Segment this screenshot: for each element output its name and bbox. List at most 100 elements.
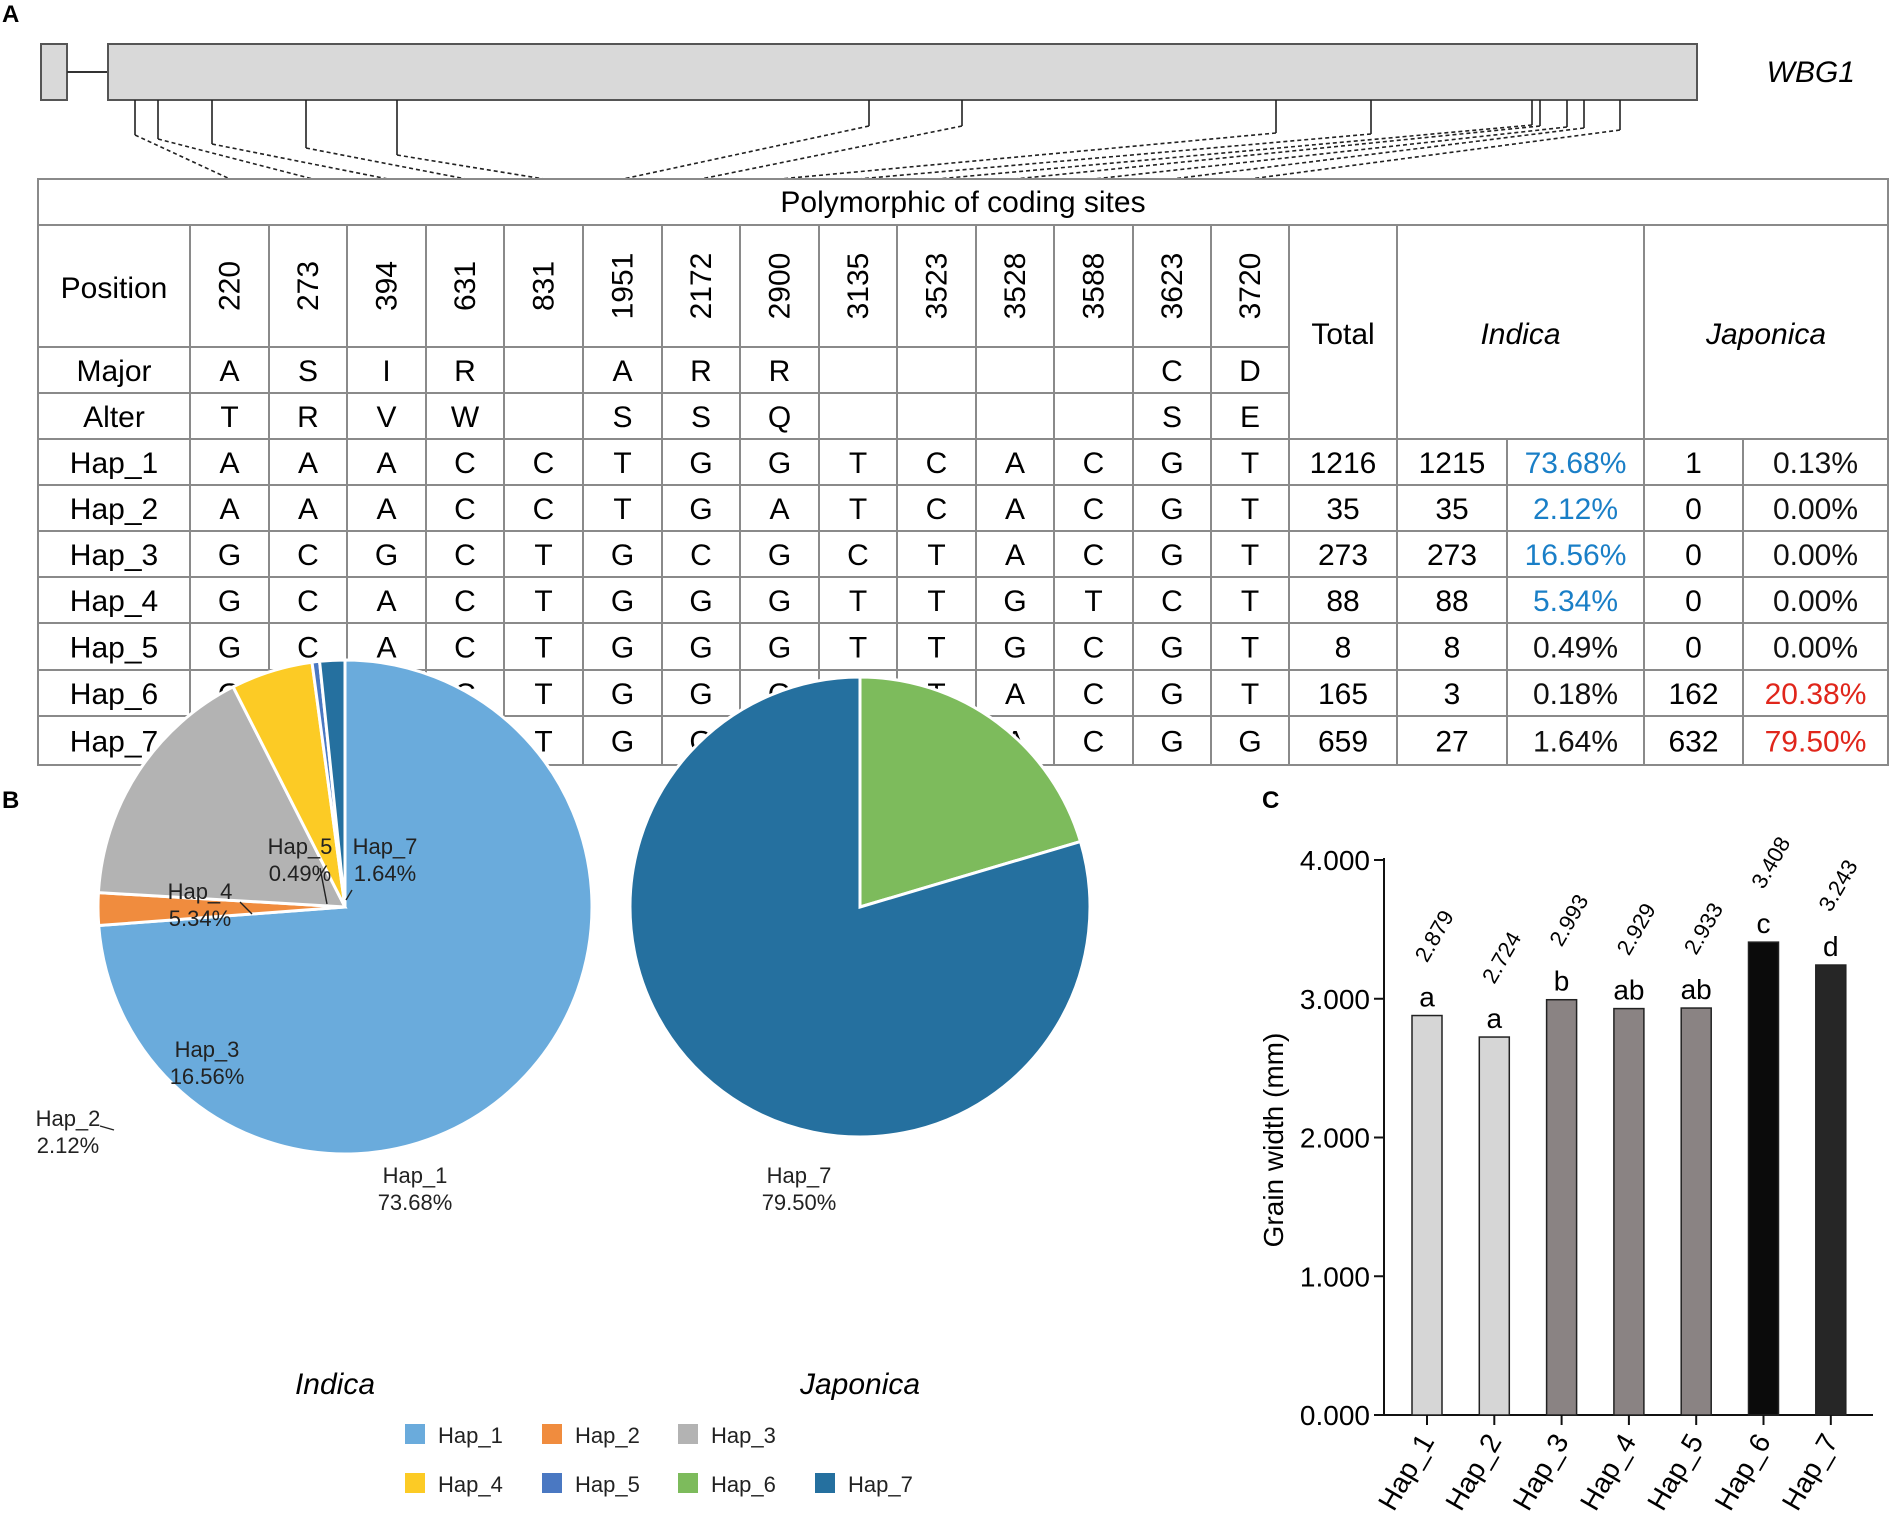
bar-value-label: 2.993 <box>1544 890 1593 950</box>
position-cell: 3528 <box>999 253 1032 320</box>
legend-swatch <box>542 1473 562 1493</box>
position-cell: 1951 <box>607 253 640 320</box>
base-cell: T <box>1241 447 1259 480</box>
base-cell: G <box>218 585 241 618</box>
y-tick-label: 3.000 <box>1300 984 1370 1015</box>
base-cell: A <box>376 632 396 665</box>
position-cell: 394 <box>371 261 404 311</box>
base-cell: A <box>1005 447 1025 480</box>
legend-swatch <box>815 1473 835 1493</box>
major-cell: S <box>298 355 318 388</box>
base-cell: C <box>1083 447 1105 480</box>
base-cell: G <box>611 539 634 572</box>
japonica-percent-cell: 0.00% <box>1773 493 1858 526</box>
base-cell: C <box>1083 726 1105 759</box>
indica-pie-chart: Hap_173.68% Hap_22.12% Hap_316.56% Hap_45.3… <box>36 658 594 1215</box>
legend-label: Hap_2 <box>575 1423 640 1448</box>
base-cell: G <box>1003 585 1026 618</box>
slice-label: Hap_4 <box>168 879 233 904</box>
bar-hap-1 <box>1411 1014 1443 1416</box>
slice-label: Hap_5 <box>268 834 333 859</box>
snp-dashed-line <box>936 124 1533 180</box>
major-cell: R <box>454 355 476 388</box>
total-cell: 8 <box>1335 632 1352 665</box>
slice-label: Hap_7 <box>353 834 418 859</box>
bar-hap-2 <box>1478 1036 1511 1416</box>
major-label: Major <box>76 355 151 388</box>
significance-letter: ab <box>1681 974 1712 1005</box>
base-cell: C <box>297 539 319 572</box>
base-cell: G <box>689 632 712 665</box>
base-cell: A <box>769 493 789 526</box>
hap-label: Hap_5 <box>70 632 158 665</box>
snp-dashed-line <box>1249 129 1621 180</box>
base-cell: T <box>1241 493 1259 526</box>
hap-label: Hap_7 <box>70 726 158 759</box>
indica-percent-cell: 2.12% <box>1533 493 1618 526</box>
snp-dashed-line <box>857 133 1372 180</box>
leader-line <box>239 901 253 915</box>
exon-2 <box>107 43 1698 101</box>
base-cell: T <box>613 447 631 480</box>
base-cell: T <box>613 493 631 526</box>
indica-percent-cell: 16.56% <box>1525 539 1627 572</box>
base-cell: T <box>534 726 552 759</box>
base-cell: C <box>454 632 476 665</box>
base-cell: T <box>1241 678 1259 711</box>
base-cell: G <box>689 585 712 618</box>
major-cell: D <box>1239 355 1261 388</box>
base-cell: C <box>454 447 476 480</box>
alter-cell: S <box>612 401 632 434</box>
major-cell: A <box>219 355 239 388</box>
bar-hap-7 <box>1815 964 1847 1416</box>
base-cell: G <box>611 585 634 618</box>
japonica-count-cell: 632 <box>1668 726 1718 759</box>
panel-label-b: B <box>2 787 19 814</box>
indica-pie-title: Indica <box>295 1368 375 1401</box>
slice-value-label: 73.68% <box>378 1190 453 1215</box>
hap-label: Hap_3 <box>70 539 158 572</box>
base-cell: G <box>1238 726 1261 759</box>
base-cell: C <box>454 539 476 572</box>
significance-letter: ab <box>1613 975 1644 1006</box>
japonica-count-cell: 162 <box>1668 678 1718 711</box>
indica-percent-cell: 1.64% <box>1533 726 1618 759</box>
x-tick-label: Hap_4 <box>1574 1429 1642 1515</box>
slice-label: Hap_3 <box>175 1037 240 1062</box>
position-cell: 3523 <box>921 253 954 320</box>
pie-slice-hap-7 <box>628 675 1092 1139</box>
legend-swatch <box>405 1473 425 1493</box>
slice-value-label: 1.64% <box>354 861 416 886</box>
base-cell: G <box>768 585 791 618</box>
snp-dashed-line <box>1093 126 1568 180</box>
hap-label: Hap_4 <box>70 585 158 618</box>
japonica-count-cell: 0 <box>1685 632 1702 665</box>
bar-hap-5 <box>1680 1007 1712 1416</box>
base-cell: T <box>534 632 552 665</box>
base-cell: G <box>768 632 791 665</box>
base-cell: C <box>690 539 712 572</box>
total-cell: 273 <box>1318 539 1368 572</box>
legend-label: Hap_3 <box>711 1423 776 1448</box>
legend-swatch <box>678 1473 698 1493</box>
base-cell: G <box>1003 632 1026 665</box>
base-cell: T <box>849 632 867 665</box>
position-cell: 220 <box>214 261 247 311</box>
exon-1 <box>40 43 68 101</box>
base-cell: A <box>376 447 396 480</box>
position-cell: 2172 <box>685 253 718 320</box>
base-cell: A <box>219 447 239 480</box>
base-cell: C <box>1161 585 1183 618</box>
base-cell: G <box>689 493 712 526</box>
japonica-percent-cell: 20.38% <box>1765 678 1867 711</box>
x-tick-label: Hap_3 <box>1507 1429 1575 1515</box>
x-tick-label: Hap_7 <box>1776 1429 1844 1515</box>
base-cell: A <box>1005 539 1025 572</box>
pie-slice-hap-7 <box>317 658 347 908</box>
major-cell: R <box>690 355 712 388</box>
base-cell: A <box>1005 678 1025 711</box>
base-cell: C <box>1083 493 1105 526</box>
indica-count-cell: 8 <box>1444 632 1461 665</box>
base-cell: A <box>376 585 396 618</box>
base-cell: G <box>1160 539 1183 572</box>
